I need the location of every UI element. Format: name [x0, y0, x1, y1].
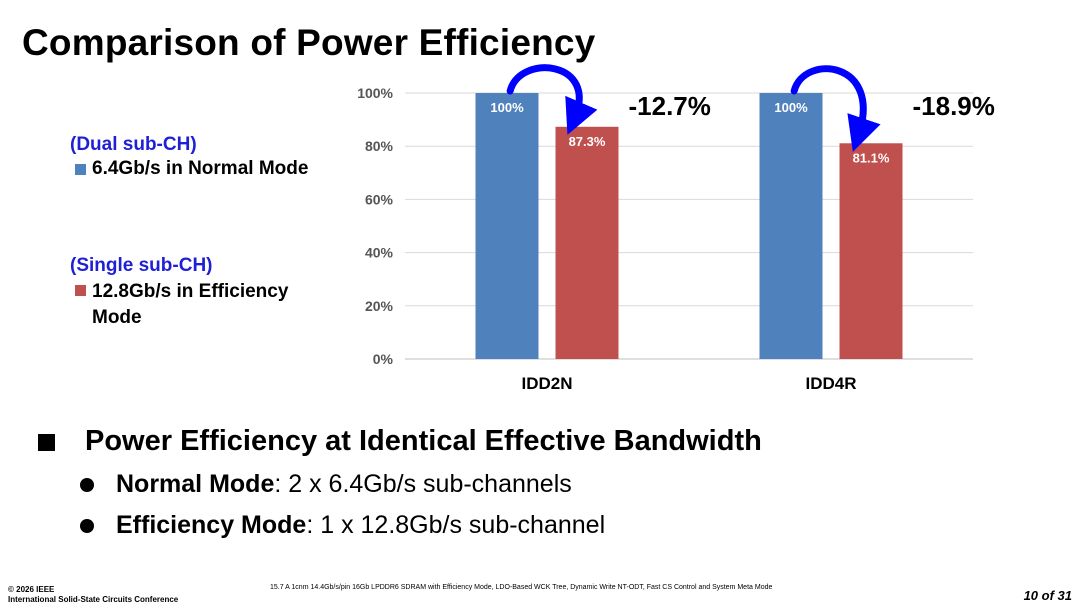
legend-group-efficiency: (Single sub-CH) 12.8Gb/s in Efficiency M… [70, 255, 342, 331]
y-tick-label: 0% [373, 351, 394, 367]
legend-entry-label: 12.8Gb/s in Efficiency Mode [92, 281, 289, 328]
reduction-annotation: -18.9% [913, 91, 995, 121]
data-label: 87.3% [569, 134, 606, 149]
footer-copyright-line: © 2026 IEEE [8, 585, 55, 594]
legend-entry-efficiency: 12.8Gb/s in Efficiency Mode [70, 279, 342, 331]
sub-bullet-rest: : 2 x 6.4Gb/s sub-channels [274, 470, 572, 498]
sub-bullet-bold: Normal Mode [116, 470, 275, 498]
legend-group-label: (Dual sub-CH) [70, 134, 197, 155]
reduction-annotation: -12.7% [629, 91, 711, 121]
legend-swatch-blue [75, 164, 86, 175]
bar [759, 93, 823, 359]
footer-paper-title: 15.7 A 1cnm 14.4Gb/s/pin 16Gb LPDDR6 SDR… [270, 584, 773, 591]
sub-bullet-bold: Efficiency Mode [116, 511, 307, 539]
bar [475, 93, 539, 359]
legend-entry-label: 6.4Gb/s in Normal Mode [92, 158, 309, 179]
square-bullet-icon [38, 434, 55, 451]
bullet-list: Power Efficiency at Identical Effective … [38, 425, 762, 540]
round-bullet-icon [80, 518, 94, 533]
footer-copyright: © 2026 IEEE International Solid-State Ci… [8, 585, 178, 605]
page-number: 10 of 31 [1023, 588, 1072, 603]
data-label: 100% [490, 100, 524, 115]
category-label: IDD2N [521, 374, 572, 393]
data-label: 100% [774, 100, 808, 115]
footer-conference-line: International Solid-State Circuits Confe… [8, 595, 179, 604]
y-tick-label: 100% [357, 85, 393, 101]
sub-bullet-text: Normal Mode: 2 x 6.4Gb/s sub-channels [116, 470, 572, 499]
bar-chart: 0% 20% 40% 60% 80% 100% 100% 87.3% IDD2N 100% 81.1… [357, 64, 995, 393]
category-label: IDD4R [805, 374, 856, 393]
legend-entry-normal: 6.4Gb/s in Normal Mode [70, 158, 308, 180]
y-tick-label: 60% [365, 191, 394, 207]
y-tick-label: 20% [365, 298, 394, 314]
legend-swatch-red [75, 285, 86, 296]
slide-title: Comparison of Power Efficiency [22, 22, 596, 63]
main-bullet: Power Efficiency at Identical Effective … [38, 425, 762, 458]
y-tick-label: 80% [365, 138, 394, 154]
sub-bullet-rest: : 1 x 12.8Gb/s sub-channel [306, 511, 606, 539]
sub-bullet: Normal Mode: 2 x 6.4Gb/s sub-channels [80, 470, 762, 499]
legend-group-label: (Single sub-CH) [70, 255, 213, 276]
sub-bullet-text: Efficiency Mode: 1 x 12.8Gb/s sub-channe… [116, 511, 605, 540]
bar [555, 126, 619, 359]
y-tick-label: 40% [365, 245, 394, 261]
data-label: 81.1% [853, 150, 890, 165]
bar [839, 143, 903, 359]
legend-group-normal: (Dual sub-CH) 6.4Gb/s in Normal Mode [70, 134, 308, 180]
reduction-arrow [506, 64, 598, 135]
main-bullet-text: Power Efficiency at Identical Effective … [85, 425, 762, 457]
round-bullet-icon [80, 477, 94, 492]
sub-bullet: Efficiency Mode: 1 x 12.8Gb/s sub-channe… [80, 511, 762, 540]
reduction-arrow [790, 65, 881, 152]
